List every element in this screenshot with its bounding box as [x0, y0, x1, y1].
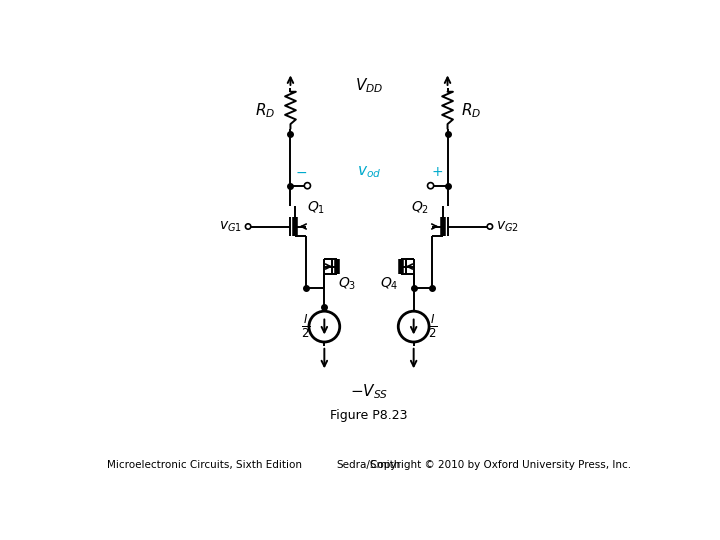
Circle shape — [398, 311, 429, 342]
Text: Figure P8.23: Figure P8.23 — [330, 409, 408, 422]
Circle shape — [305, 183, 310, 189]
Text: Microelectronic Circuits, Sixth Edition: Microelectronic Circuits, Sixth Edition — [107, 460, 302, 470]
Text: $-$: $-$ — [295, 165, 307, 179]
Circle shape — [309, 311, 340, 342]
Text: $v_{G2}$: $v_{G2}$ — [496, 219, 519, 234]
Text: Sedra/Smith: Sedra/Smith — [337, 460, 401, 470]
Circle shape — [246, 224, 251, 229]
Text: $Q_4$: $Q_4$ — [379, 276, 398, 292]
Text: $\frac{I}{2}$: $\frac{I}{2}$ — [301, 313, 310, 340]
Text: $+$: $+$ — [431, 165, 443, 179]
Text: Copyright © 2010 by Oxford University Press, Inc.: Copyright © 2010 by Oxford University Pr… — [369, 460, 631, 470]
Text: $R_D$: $R_D$ — [462, 101, 482, 119]
Text: $Q_2$: $Q_2$ — [411, 199, 429, 215]
Text: $\frac{I}{2}$: $\frac{I}{2}$ — [428, 313, 437, 340]
Text: $v_{G1}$: $v_{G1}$ — [219, 219, 242, 234]
Circle shape — [487, 224, 492, 229]
Text: $Q_1$: $Q_1$ — [307, 199, 325, 215]
Text: $Q_3$: $Q_3$ — [338, 276, 356, 292]
Text: $V_{DD}$: $V_{DD}$ — [355, 76, 383, 95]
Text: $-V_{SS}$: $-V_{SS}$ — [350, 382, 388, 401]
Text: $R_D$: $R_D$ — [255, 101, 275, 119]
Text: $v_{od}$: $v_{od}$ — [357, 164, 381, 179]
Circle shape — [428, 183, 433, 189]
